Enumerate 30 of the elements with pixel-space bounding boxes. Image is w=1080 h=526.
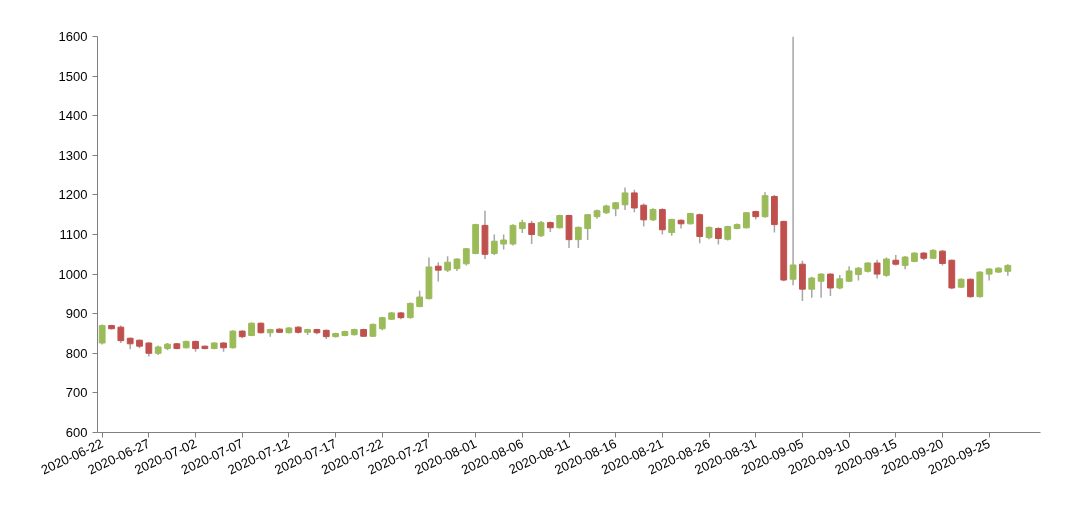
candlestick bbox=[658, 207, 666, 236]
candlestick bbox=[873, 259, 881, 280]
y-tick-label: 800 bbox=[65, 345, 88, 361]
y-tick-label: 1500 bbox=[58, 68, 88, 84]
y-tick-label: 1400 bbox=[58, 108, 88, 124]
candlestick bbox=[630, 189, 638, 214]
candlestick bbox=[434, 261, 442, 283]
candlestick bbox=[509, 223, 517, 247]
y-tick-label: 1600 bbox=[58, 29, 88, 44]
y-tick-label: 900 bbox=[65, 306, 88, 322]
y-tick-label: 700 bbox=[65, 385, 88, 401]
candlestick bbox=[883, 256, 890, 278]
candlestick bbox=[696, 212, 704, 244]
candlestick bbox=[229, 329, 237, 350]
candlestick bbox=[528, 219, 536, 245]
candlestick bbox=[761, 191, 769, 219]
candlestick bbox=[827, 272, 834, 297]
y-tick-label: 1100 bbox=[59, 227, 88, 242]
candlestick bbox=[967, 277, 974, 299]
candlestick bbox=[817, 272, 825, 299]
y-tick-label: 1300 bbox=[58, 147, 88, 163]
candlestick bbox=[584, 213, 592, 241]
y-tick-label: 1000 bbox=[58, 266, 88, 282]
candlestick bbox=[640, 202, 648, 228]
candlestick bbox=[789, 36, 797, 286]
candlestick bbox=[98, 323, 106, 346]
candlestick bbox=[621, 186, 629, 211]
y-tick-label: 1200 bbox=[58, 187, 88, 203]
candlestick bbox=[490, 233, 498, 256]
y-tick-label: 600 bbox=[65, 425, 88, 440]
